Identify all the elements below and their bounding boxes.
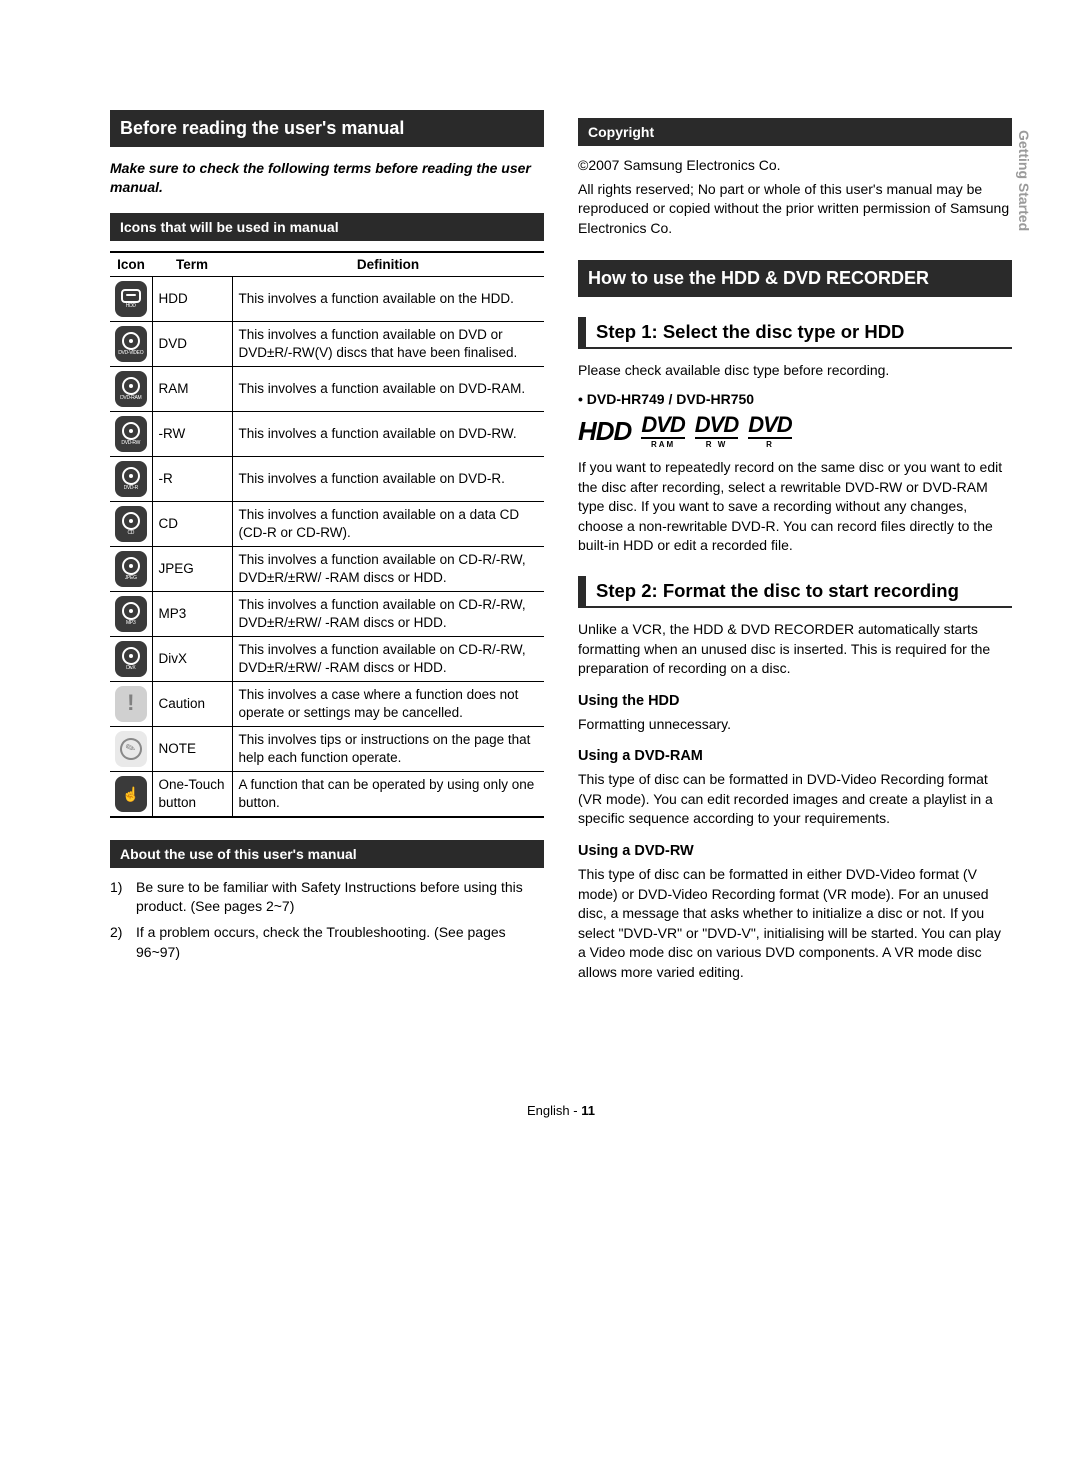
definition-cell: This involves a function available on DV… — [232, 321, 544, 366]
using-hdd-heading: Using the HDD — [578, 693, 1012, 709]
step2-heading: Step 2: Format the disc to start recordi… — [578, 576, 1012, 608]
model-list: DVD-HR749 / DVD-HR750 — [578, 391, 1012, 407]
list-item: 2)If a problem occurs, check the Trouble… — [110, 923, 544, 962]
two-column-layout: Before reading the user's manual Make su… — [110, 110, 1012, 993]
before-reading-heading: Before reading the user's manual — [110, 110, 544, 147]
left-column: Before reading the user's manual Make su… — [110, 110, 544, 993]
definition-cell: This involves a function available on DV… — [232, 366, 544, 411]
disc-type-icon: ✎ — [110, 726, 152, 771]
definition-cell: This involves a function available on DV… — [232, 456, 544, 501]
dvd-rw-logo-icon: DVDR W — [695, 415, 738, 448]
disc-type-icon: ☝ — [110, 771, 152, 817]
th-term: Term — [152, 252, 232, 277]
using-dvdrw-heading: Using a DVD-RW — [578, 843, 1012, 859]
term-cell: DivX — [152, 636, 232, 681]
term-cell: -RW — [152, 411, 232, 456]
disc-type-icon: DVD-R — [110, 456, 152, 501]
term-cell: HDD — [152, 276, 232, 321]
table-row: DivXDivXThis involves a function availab… — [110, 636, 544, 681]
term-cell: CD — [152, 501, 232, 546]
copyright-text: ©2007 Samsung Electronics Co. All rights… — [578, 156, 1012, 238]
th-icon: Icon — [110, 252, 152, 277]
disc-type-icon: DVD-VIDEO — [110, 321, 152, 366]
hdd-logo-icon: HDD — [578, 416, 631, 447]
right-column: Copyright ©2007 Samsung Electronics Co. … — [578, 110, 1012, 993]
dvd-r-logo-icon: DVDR — [748, 415, 791, 448]
step1-heading: Step 1: Select the disc type or HDD — [578, 317, 1012, 349]
definition-cell: This involves tips or instructions on th… — [232, 726, 544, 771]
term-cell: JPEG — [152, 546, 232, 591]
term-cell: MP3 — [152, 591, 232, 636]
term-cell: NOTE — [152, 726, 232, 771]
icons-table: Icon Term Definition HDDHDDThis involves… — [110, 251, 544, 818]
disc-type-icon: DVD-RW — [110, 411, 152, 456]
table-row: JPEGJPEGThis involves a function availab… — [110, 546, 544, 591]
how-to-use-heading: How to use the HDD & DVD RECORDER — [578, 260, 1012, 297]
disc-type-icon: CD — [110, 501, 152, 546]
copyright-line2: All rights reserved; No part or whole of… — [578, 180, 1012, 239]
definition-cell: This involves a function available on CD… — [232, 546, 544, 591]
disc-type-icon: DivX — [110, 636, 152, 681]
using-dvdrw-body: This type of disc can be formatted in ei… — [578, 865, 1012, 983]
step1-body: If you want to repeatedly record on the … — [578, 458, 1012, 556]
using-dvdram-body: This type of disc can be formatted in DV… — [578, 770, 1012, 829]
step1-intro: Please check available disc type before … — [578, 361, 1012, 381]
table-row: !CautionThis involves a case where a fun… — [110, 681, 544, 726]
table-row: ✎NOTEThis involves tips or instructions … — [110, 726, 544, 771]
section-tab: Getting Started — [1016, 130, 1032, 231]
disc-type-icon: DVD-RAM — [110, 366, 152, 411]
about-list: 1)Be sure to be familiar with Safety Ins… — [110, 878, 544, 962]
copyright-line1: ©2007 Samsung Electronics Co. — [578, 156, 1012, 176]
definition-cell: This involves a function available on DV… — [232, 411, 544, 456]
using-hdd-body: Formatting unnecessary. — [578, 715, 1012, 735]
disc-type-icon: HDD — [110, 276, 152, 321]
footer-lang: English - — [527, 1103, 581, 1118]
table-row: CDCDThis involves a function available o… — [110, 501, 544, 546]
term-cell: Caution — [152, 681, 232, 726]
term-cell: -R — [152, 456, 232, 501]
definition-cell: A function that can be operated by using… — [232, 771, 544, 817]
disc-type-icon: JPEG — [110, 546, 152, 591]
manual-page: Getting Started Before reading the user'… — [0, 0, 1080, 1158]
dvd-ram-logo-icon: DVDRAM — [641, 415, 684, 448]
th-def: Definition — [232, 252, 544, 277]
definition-cell: This involves a function available on CD… — [232, 591, 544, 636]
table-row: DVD-RW-RWThis involves a function availa… — [110, 411, 544, 456]
term-cell: RAM — [152, 366, 232, 411]
definition-cell: This involves a function available on a … — [232, 501, 544, 546]
table-row: DVD-RAMRAMThis involves a function avail… — [110, 366, 544, 411]
using-dvdram-heading: Using a DVD-RAM — [578, 748, 1012, 764]
table-row: MP3MP3This involves a function available… — [110, 591, 544, 636]
step2-body: Unlike a VCR, the HDD & DVD RECORDER aut… — [578, 620, 1012, 679]
definition-cell: This involves a case where a function do… — [232, 681, 544, 726]
definition-cell: This involves a function available on th… — [232, 276, 544, 321]
table-row: DVD-VIDEODVDThis involves a function ava… — [110, 321, 544, 366]
copyright-bar: Copyright — [578, 118, 1012, 146]
page-footer: English - 11 — [110, 1103, 1012, 1118]
intro-note: Make sure to check the following terms b… — [110, 159, 544, 197]
disc-type-icon: MP3 — [110, 591, 152, 636]
table-row: ☝One-Touch buttonA function that can be … — [110, 771, 544, 817]
term-cell: One-Touch button — [152, 771, 232, 817]
table-row: DVD-R-RThis involves a function availabl… — [110, 456, 544, 501]
term-cell: DVD — [152, 321, 232, 366]
list-item: 1)Be sure to be familiar with Safety Ins… — [110, 878, 544, 917]
table-row: HDDHDDThis involves a function available… — [110, 276, 544, 321]
icons-section-bar: Icons that will be used in manual — [110, 213, 544, 241]
about-section-bar: About the use of this user's manual — [110, 840, 544, 868]
definition-cell: This involves a function available on CD… — [232, 636, 544, 681]
footer-page-number: 11 — [581, 1103, 595, 1118]
disc-logo-row: HDD DVDRAM DVDR W DVDR — [578, 415, 1012, 448]
disc-type-icon: ! — [110, 681, 152, 726]
